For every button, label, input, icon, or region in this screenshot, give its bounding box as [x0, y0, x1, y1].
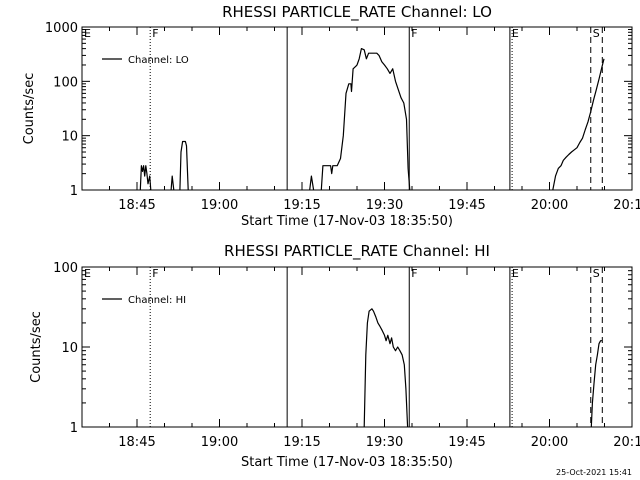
legend-label: Channel: HI	[128, 295, 186, 306]
chart-title: RHESSI PARTICLE_RATE Channel: LO	[222, 3, 492, 22]
y-axis-label: Counts/sec	[22, 73, 37, 145]
y-tick-label: 10	[61, 130, 78, 145]
x-tick-label: 19:30	[366, 435, 403, 450]
event-marker-label: F	[152, 267, 158, 280]
y-tick-label: 100	[53, 75, 78, 90]
event-marker-label: S	[593, 27, 600, 40]
panel-lo: RHESSI PARTICLE_RATE Channel: LO 18:45 19:…	[22, 3, 640, 229]
panel-hi: RHESSI PARTICLE_RATE Channel: HI 18:45 19:…	[29, 242, 640, 470]
x-tick-label: 19:45	[448, 435, 485, 450]
event-marker-label: E	[84, 27, 91, 40]
y-tick-label: 1000	[45, 21, 78, 36]
y-axis-label: Counts/sec	[29, 311, 44, 383]
series-line-segment	[552, 58, 605, 191]
x-tick-label: 20:15	[613, 198, 640, 213]
event-marker-label: E	[512, 27, 519, 40]
legend-label: Channel: LO	[128, 55, 189, 66]
x-tick-label: 19:00	[201, 198, 238, 213]
series-line-segment	[309, 175, 315, 191]
series-line-segment	[363, 308, 409, 428]
y-tick-label: 1	[70, 184, 78, 199]
x-axis-label: Start Time (17-Nov-03 18:35:50)	[241, 214, 453, 229]
event-marker-label: E	[512, 267, 519, 280]
y-tick-label: 100	[53, 261, 78, 276]
event-marker-label: E	[84, 267, 91, 280]
series-line-segment	[139, 165, 152, 191]
x-tick-label: 20:00	[531, 198, 568, 213]
x-tick-label: 19:30	[366, 198, 403, 213]
chart-title: RHESSI PARTICLE_RATE Channel: HI	[224, 242, 490, 261]
x-tick-label: 20:15	[613, 435, 640, 450]
y-tick-label: 10	[61, 341, 78, 356]
timestamp: 25-Oct-2021 15:41	[556, 468, 632, 477]
series-line-segment	[170, 175, 175, 191]
x-tick-label: 19:15	[283, 198, 320, 213]
x-tick-label: 18:45	[118, 435, 155, 450]
series-line-segment	[320, 48, 411, 191]
series-line-segment	[590, 340, 603, 428]
x-tick-label: 19:00	[201, 435, 238, 450]
event-marker-label: F	[411, 267, 417, 280]
x-tick-label: 20:00	[531, 435, 568, 450]
event-marker-label: F	[152, 27, 158, 40]
event-marker-label: S	[593, 267, 600, 280]
x-tick-label: 19:15	[283, 435, 320, 450]
x-axis-label: Start Time (17-Nov-03 18:35:50)	[241, 455, 453, 470]
event-marker-label: F	[411, 27, 417, 40]
y-tick-label: 1	[70, 421, 78, 436]
series-line-segment	[179, 140, 189, 191]
x-tick-label: 18:45	[118, 198, 155, 213]
x-tick-label: 19:45	[448, 198, 485, 213]
